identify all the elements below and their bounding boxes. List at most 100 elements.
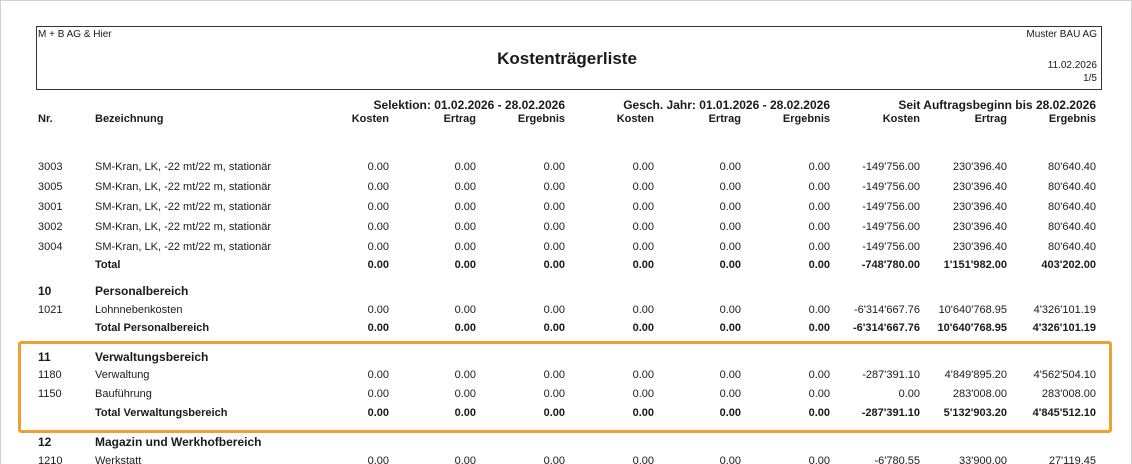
cell-value: 0.00 — [808, 304, 830, 316]
cell-value: 0.00 — [632, 407, 654, 419]
cell-value: 0.00 — [719, 369, 741, 381]
row-number: 1150 — [38, 388, 62, 400]
cell-value: -6'780.55 — [874, 455, 920, 464]
cell-value: -748'780.00 — [861, 259, 920, 271]
cell-value: 0.00 — [543, 161, 565, 173]
row-number: 3004 — [38, 241, 63, 253]
cell-value: 80'640.40 — [1048, 221, 1096, 233]
cell-value: -149'756.00 — [862, 221, 920, 233]
cell-value: 0.00 — [367, 369, 389, 381]
group-number: 12 — [38, 435, 52, 449]
cell-value: 0.00 — [808, 388, 830, 400]
column-header: Ergebnis — [1048, 113, 1096, 125]
cell-value: 0.00 — [543, 322, 565, 334]
cell-value: 230'396.40 — [952, 181, 1007, 193]
cell-value: 0.00 — [454, 181, 476, 193]
cell-value: 0.00 — [543, 304, 565, 316]
group-label: Verwaltungsbereich — [95, 350, 209, 364]
row-label: SM-Kran, LK, -22 mt/22 m, stationär — [95, 181, 272, 193]
cell-value: -287'391.10 — [862, 369, 920, 381]
column-group: Selektion: 01.02.2026 - 28.02.2026 — [373, 98, 565, 112]
cell-value: 0.00 — [454, 259, 476, 271]
cell-value: 0.00 — [367, 259, 389, 271]
cell-value: 4'845'512.10 — [1032, 407, 1096, 419]
cell-value: 27'119.45 — [1048, 455, 1096, 464]
cell-value: 0.00 — [719, 181, 741, 193]
cell-value: 0.00 — [367, 161, 389, 173]
cell-value: 4'326'101.19 — [1032, 322, 1096, 334]
cell-value: 0.00 — [719, 388, 741, 400]
cell-value: 0.00 — [808, 201, 830, 213]
cell-value: 0.00 — [632, 259, 654, 271]
cell-value: 0.00 — [808, 259, 830, 271]
column-header: Ertrag — [443, 113, 476, 125]
row-label: SM-Kran, LK, -22 mt/22 m, stationär — [95, 201, 272, 213]
cell-value: 0.00 — [808, 369, 830, 381]
cell-value: 0.00 — [632, 322, 654, 334]
cell-value: 0.00 — [454, 241, 476, 253]
cell-value: 80'640.40 — [1048, 161, 1096, 173]
cell-value: 0.00 — [454, 388, 476, 400]
total-label: Total Verwaltungsbereich — [95, 407, 228, 419]
cell-value: 0.00 — [543, 455, 565, 464]
column-header: Ertrag — [974, 113, 1007, 125]
row-number: 3005 — [38, 181, 63, 193]
cell-value: 0.00 — [454, 304, 476, 316]
cell-value: 0.00 — [719, 201, 741, 213]
col-nr: Nr. — [38, 113, 53, 125]
cell-value: 283'008.00 — [952, 388, 1007, 400]
cell-value: -287'391.10 — [861, 407, 920, 419]
column-header: Ergebnis — [782, 113, 830, 125]
column-header: Kosten — [616, 113, 654, 125]
cell-value: -149'756.00 — [862, 201, 920, 213]
cell-value: 0.00 — [543, 388, 565, 400]
group-label: Personalbereich — [95, 284, 189, 298]
cell-value: 0.00 — [454, 221, 476, 233]
row-label: Verwaltung — [95, 369, 150, 381]
cell-value: 0.00 — [719, 304, 741, 316]
cell-value: 0.00 — [543, 221, 565, 233]
cell-value: 0.00 — [808, 161, 830, 173]
cell-value: 230'396.40 — [952, 201, 1007, 213]
cell-value: 0.00 — [632, 455, 654, 464]
cell-value: -149'756.00 — [862, 161, 920, 173]
cell-value: 0.00 — [719, 259, 741, 271]
group-number: 11 — [38, 350, 51, 364]
cell-value: 0.00 — [367, 455, 389, 464]
cell-value: 0.00 — [632, 369, 654, 381]
row-label: Werkstatt — [95, 455, 142, 464]
cell-value: 0.00 — [454, 201, 476, 213]
cell-value: 0.00 — [454, 322, 476, 334]
page-number: 1/5 — [1083, 73, 1097, 84]
header-box — [36, 26, 1102, 90]
cell-value: 0.00 — [367, 322, 389, 334]
cell-value: 0.00 — [543, 369, 565, 381]
cell-value: 0.00 — [367, 304, 389, 316]
cell-value: 0.00 — [898, 388, 920, 400]
cell-value: 0.00 — [543, 407, 565, 419]
cell-value: 80'640.40 — [1048, 201, 1096, 213]
cell-value: 0.00 — [719, 161, 741, 173]
cell-value: -149'756.00 — [862, 241, 920, 253]
cell-value: 80'640.40 — [1048, 181, 1096, 193]
cell-value: 0.00 — [632, 221, 654, 233]
total-label: Total — [95, 259, 121, 271]
total-label: Total Personalbereich — [95, 322, 210, 334]
cell-value: 0.00 — [808, 407, 830, 419]
row-label: SM-Kran, LK, -22 mt/22 m, stationär — [95, 221, 272, 233]
cell-value: 0.00 — [719, 322, 741, 334]
cell-value: 0.00 — [367, 388, 389, 400]
cell-value: 10'640'768.95 — [938, 304, 1007, 316]
row-label: Lohnnebenkosten — [95, 304, 183, 316]
cell-value: 403'202.00 — [1041, 259, 1096, 271]
group-label: Magazin und Werkhofbereich — [95, 435, 262, 449]
cell-value: 0.00 — [367, 407, 389, 419]
column-group: Gesch. Jahr: 01.01.2026 - 28.02.2026 — [623, 98, 830, 112]
cell-value: 0.00 — [808, 241, 830, 253]
cell-value: 0.00 — [808, 181, 830, 193]
cell-value: 0.00 — [719, 407, 741, 419]
cell-value: -149'756.00 — [862, 181, 920, 193]
cell-value: 1'151'982.00 — [943, 259, 1007, 271]
cell-value: 0.00 — [454, 161, 476, 173]
row-number: 1180 — [38, 369, 62, 381]
